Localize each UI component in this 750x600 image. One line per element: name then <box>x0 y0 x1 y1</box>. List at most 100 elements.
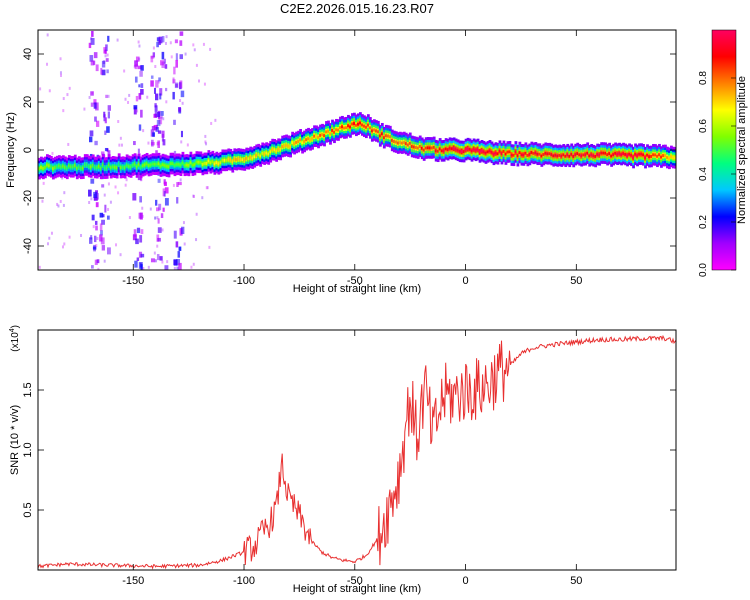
ridge-cell <box>458 149 462 153</box>
ridge-cell <box>634 152 637 156</box>
ridge-cell <box>325 130 328 134</box>
ridge-cell <box>514 150 518 154</box>
colorbar-tick-label: 0.6 <box>698 119 709 133</box>
colorbar-tick-label: 0.2 <box>698 215 709 229</box>
ridge-cell <box>173 163 177 167</box>
noise-speck <box>153 125 156 129</box>
noise-speck <box>159 256 163 261</box>
ridge-cell <box>97 164 101 168</box>
spectrogram-x-tick-label: -100 <box>233 275 255 287</box>
noise-speck <box>106 126 110 133</box>
noise-speck <box>180 130 183 138</box>
noise-speck <box>135 56 140 62</box>
ridge-cell <box>360 123 364 127</box>
noise-speck <box>109 200 112 204</box>
ridge-cell <box>532 151 536 155</box>
ridge-cell <box>632 156 635 159</box>
snr-scale-label: (x104) <box>9 325 21 352</box>
noise-speck <box>155 94 158 98</box>
ridge-cell <box>424 146 428 150</box>
ridge-cell <box>183 163 187 167</box>
ridge-cell <box>398 141 402 144</box>
ridge-cell <box>199 160 203 164</box>
noise-speck <box>137 65 142 70</box>
ridge-cell <box>644 156 647 160</box>
noise-speck <box>179 31 184 36</box>
noise-speck <box>132 193 137 201</box>
ridge-cell <box>636 154 639 157</box>
noise-speck <box>180 90 185 98</box>
noise-speck <box>155 93 159 101</box>
ridge-cell <box>626 154 629 157</box>
ridge-cell <box>85 163 89 167</box>
noise-speck <box>63 191 66 195</box>
noise-speck <box>117 191 120 195</box>
noise-speck <box>125 178 128 182</box>
ridge-cell <box>271 148 275 152</box>
noise-speck <box>93 60 96 65</box>
ridge-cell <box>273 148 277 152</box>
noise-speck <box>195 238 198 242</box>
ridge-cell <box>71 165 75 169</box>
noise-speck <box>51 151 54 155</box>
snr-scale-base: (x10 <box>10 332 21 352</box>
ridge-cell <box>67 164 71 168</box>
noise-speck <box>107 105 112 111</box>
spectrogram-y-tick-label: -20 <box>22 190 34 206</box>
noise-speck <box>93 52 98 59</box>
ridge-cell <box>99 166 103 170</box>
snr-x-tick-label: -50 <box>347 575 363 587</box>
noise-speck <box>90 178 95 184</box>
ridge-cell <box>492 152 496 156</box>
noise-speck <box>160 111 164 116</box>
noise-speck <box>107 35 110 42</box>
ridge-cell <box>516 154 520 158</box>
ridge-cell <box>223 158 227 162</box>
noise-speck <box>134 260 138 268</box>
noise-speck <box>173 230 177 239</box>
noise-speck <box>95 193 99 200</box>
ridge-cell <box>436 149 440 153</box>
noise-speck <box>157 80 160 84</box>
ridge-cell <box>303 139 306 143</box>
snr-panel: -150 -100 -50 0 50 0.5 1.0 1.5 Height of strai… <box>9 325 677 595</box>
noise-speck <box>93 196 98 201</box>
ridge-cell <box>205 161 209 165</box>
noise-speck <box>94 140 98 146</box>
ridge-cell <box>133 162 137 166</box>
noise-speck <box>142 129 145 133</box>
noise-speck <box>157 140 160 148</box>
ridge-cell <box>157 162 161 166</box>
noise-speck <box>136 109 139 113</box>
ridge-cell <box>604 151 608 155</box>
ridge-cell <box>508 150 512 154</box>
ridge-cell <box>263 152 267 156</box>
ridge-cell <box>614 151 617 155</box>
ridge-cell <box>400 141 404 145</box>
noise-speck <box>179 40 183 46</box>
ridge-cell <box>193 163 197 166</box>
ridge-cell <box>480 149 484 153</box>
noise-speck <box>141 214 144 218</box>
noise-speck <box>59 199 62 203</box>
noise-speck <box>192 194 195 198</box>
noise-speck <box>88 200 91 204</box>
ridge-cell <box>267 152 271 156</box>
noise-speck <box>101 69 106 76</box>
ridge-cell <box>524 151 528 155</box>
noise-speck <box>103 259 106 263</box>
noise-speck <box>99 223 103 231</box>
noise-speck <box>103 47 107 54</box>
ridge-cell <box>554 153 558 157</box>
noise-speck <box>150 55 155 59</box>
ridge-cell <box>327 129 330 133</box>
ridge-cell <box>239 157 243 161</box>
ridge-cell <box>47 164 51 168</box>
ridge-cell <box>293 142 296 146</box>
noise-speck <box>178 246 182 251</box>
noise-speck <box>152 132 155 137</box>
ridge-cell <box>63 165 67 169</box>
noise-speck <box>89 237 93 244</box>
noise-speck <box>90 102 94 107</box>
ridge-cell <box>362 124 366 128</box>
